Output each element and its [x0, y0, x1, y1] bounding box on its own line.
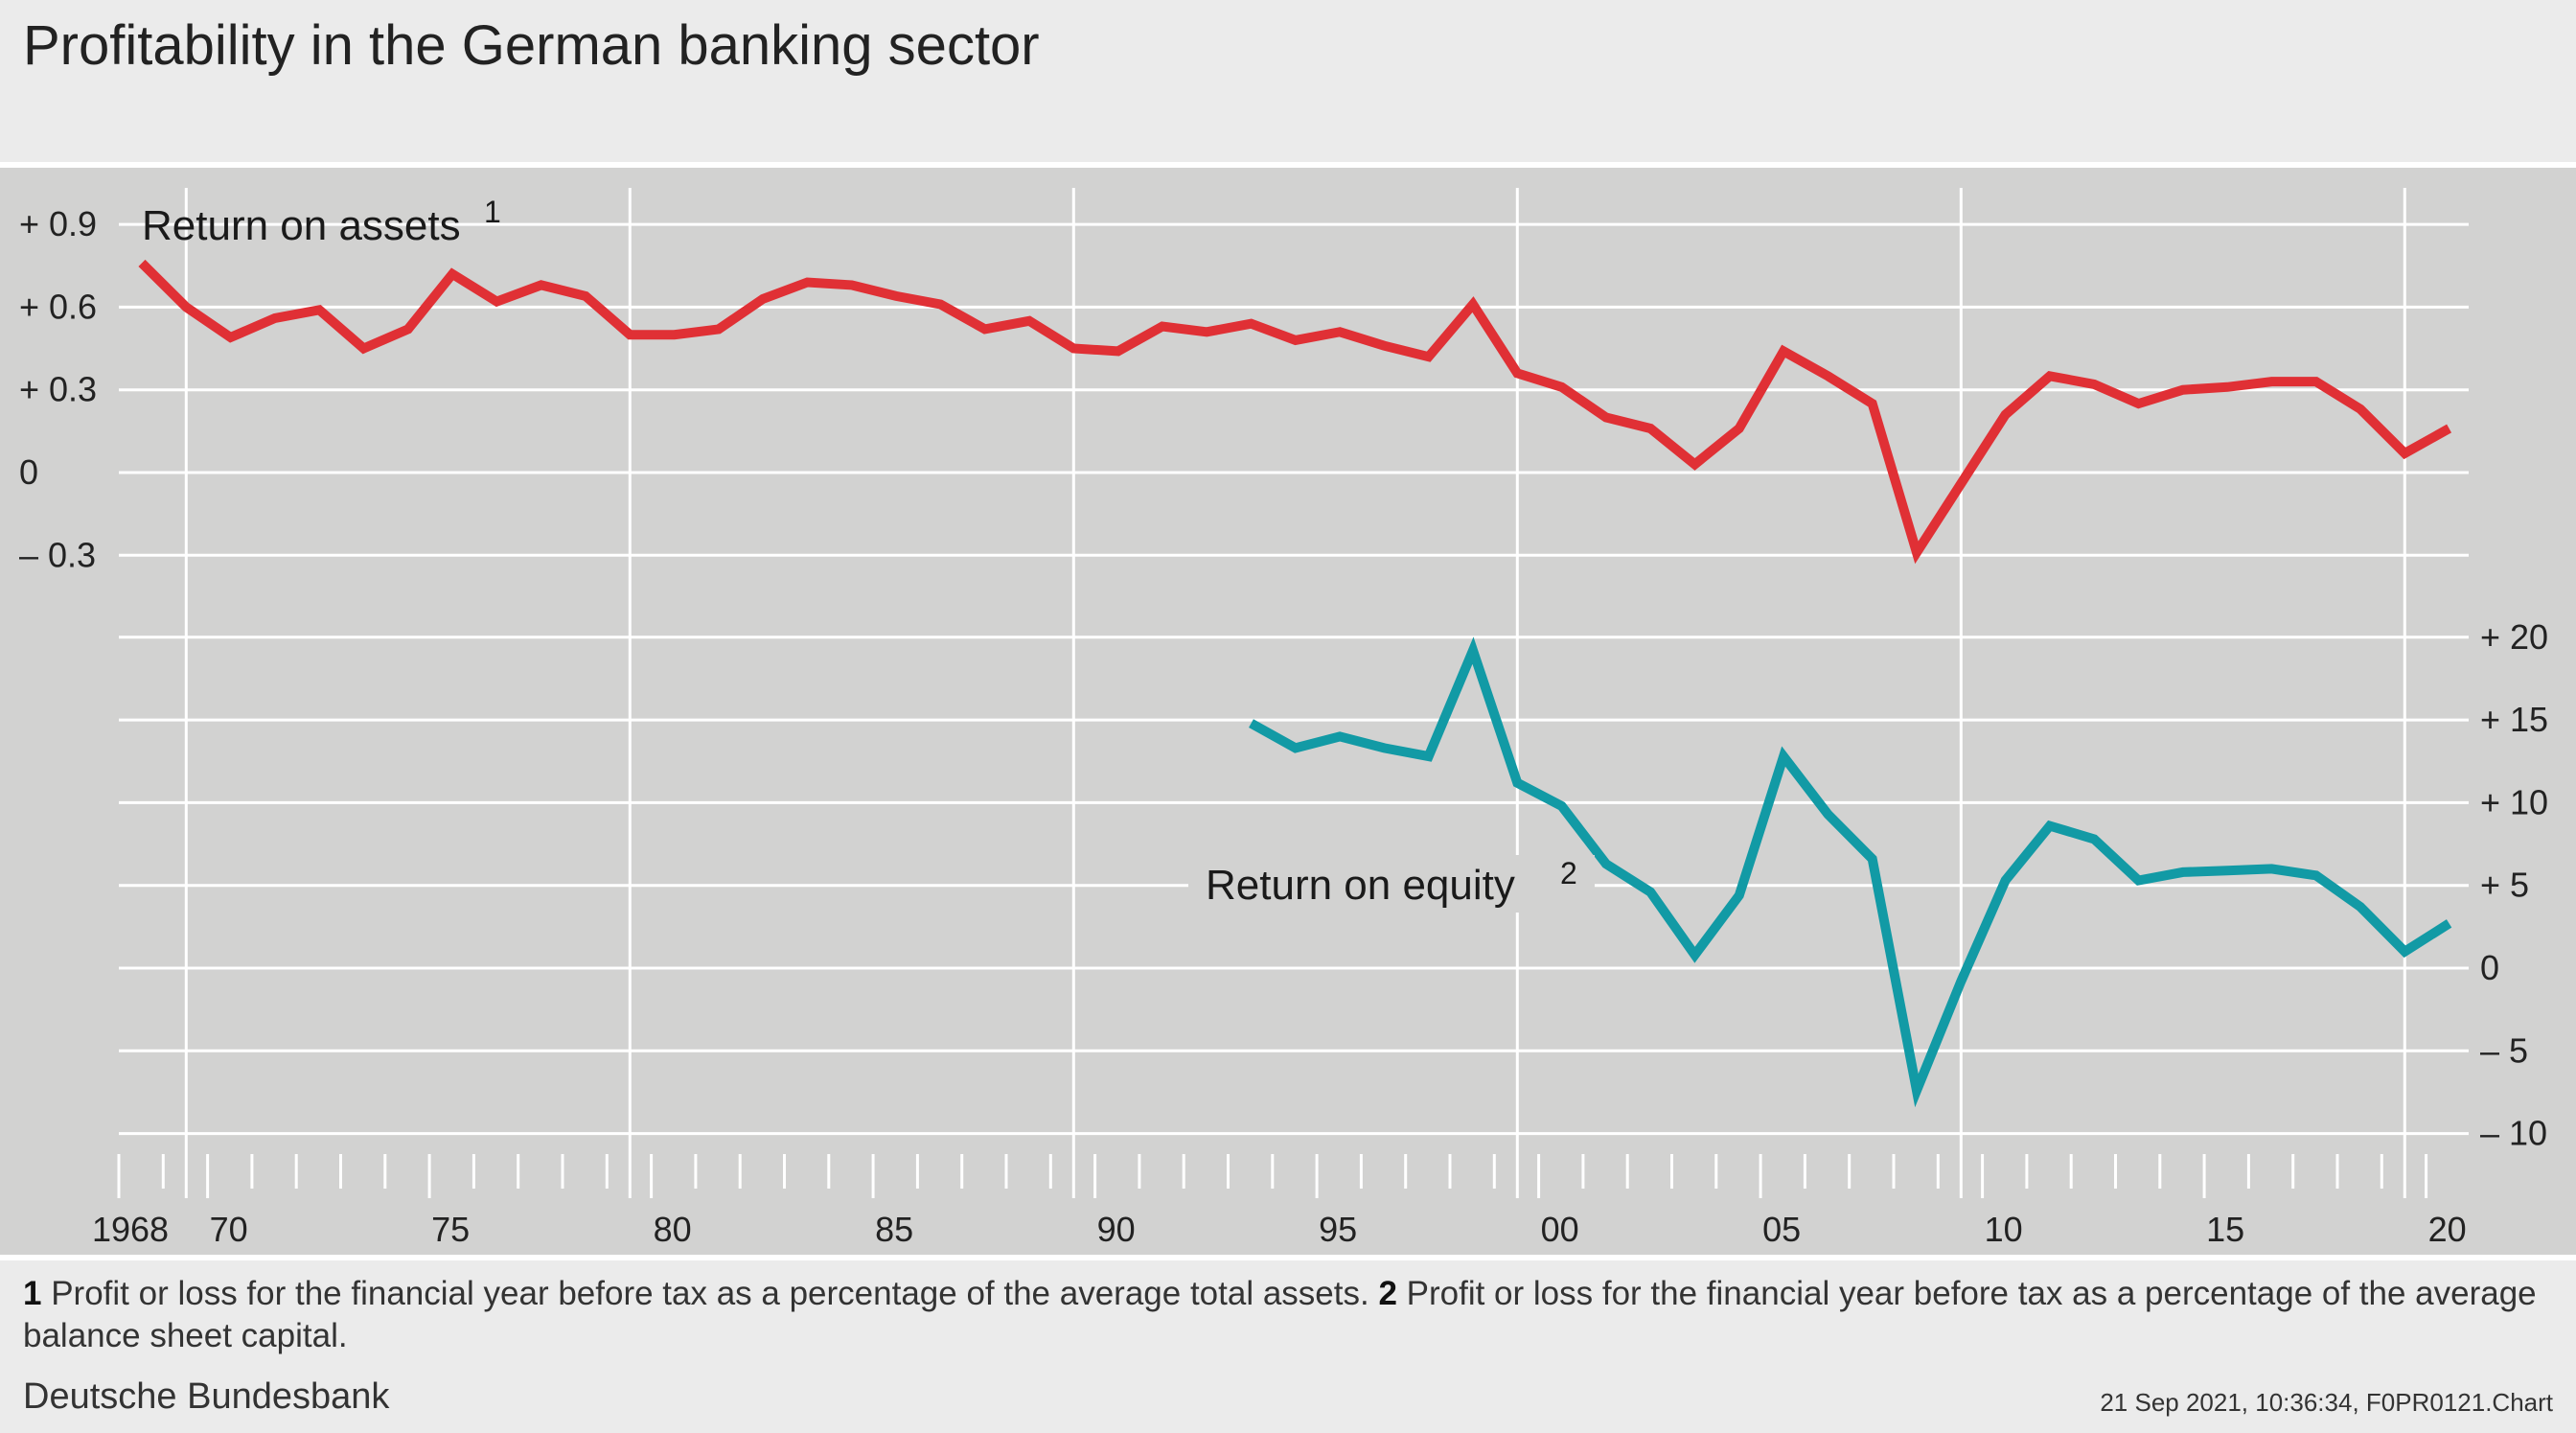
series-line-return-on-equity	[1249, 636, 2452, 1108]
series-label-return-on-assets: Return on assets	[142, 202, 461, 249]
x-axis-tick-label: 10	[1985, 1210, 2023, 1249]
footnote-2-number: 2	[1378, 1275, 1397, 1312]
series-line-return-on-assets	[138, 259, 2452, 565]
x-axis-tick-label: 15	[2206, 1210, 2244, 1249]
footnote-1-number: 1	[23, 1275, 42, 1312]
source-label: Deutsche Bundesbank	[23, 1376, 390, 1417]
x-axis-tick-label: 85	[875, 1210, 913, 1249]
series-label-return-on-equity: Return on equity	[1206, 862, 1515, 909]
right-axis-tick-label: + 20	[2480, 617, 2548, 657]
left-axis-tick-label: + 0.9	[19, 204, 97, 243]
left-axis-tick-label: + 0.3	[19, 370, 97, 409]
footnote-2-text: Profit or loss for the financial year be…	[23, 1275, 2537, 1354]
right-axis-tick-label: + 15	[2480, 700, 2548, 739]
footnotes: 1 Profit or loss for the financial year …	[23, 1273, 2553, 1357]
left-axis-tick-label: + 0.6	[19, 287, 97, 326]
x-axis-tick-label: 90	[1097, 1210, 1136, 1249]
x-axis-tick-label: 75	[431, 1210, 470, 1249]
right-axis-tick-label: – 5	[2480, 1030, 2528, 1070]
x-axis-tick-label: 20	[2428, 1210, 2467, 1249]
footnote-1-text: Profit or loss for the financial year be…	[51, 1275, 1369, 1312]
x-axis-tick-label: 80	[654, 1210, 692, 1249]
right-axis-tick-label: + 5	[2480, 866, 2529, 905]
right-axis-tick-label: – 10	[2480, 1114, 2547, 1153]
series-label-background	[1188, 855, 1595, 913]
plot-background	[0, 165, 2576, 1258]
x-axis-tick-label: 70	[210, 1210, 248, 1249]
chart-area: + 0.9 + 0.6 + 0.3 0 – 0.3 + 20 + 15 + 10 + 5 0 – 5…	[0, 162, 2576, 1260]
x-axis-tick-label: 00	[1541, 1210, 1579, 1249]
right-axis-tick-label: + 10	[2480, 782, 2548, 821]
timestamp: 21 Sep 2021, 10:36:34, F0PR0121.Chart	[2100, 1388, 2553, 1417]
chart-title: Profitability in the German banking sect…	[23, 14, 1040, 77]
right-axis-tick-label: 0	[2480, 948, 2499, 987]
left-axis-tick-label: 0	[19, 452, 38, 492]
x-axis-tick-label: 05	[1762, 1210, 1801, 1249]
series-label-return-on-equity-superscript: 2	[1560, 856, 1577, 890]
x-axis-tick-label: 1968	[92, 1210, 169, 1249]
series-label-return-on-assets-superscript: 1	[484, 195, 501, 229]
x-axis-tick-label: 95	[1319, 1210, 1357, 1249]
left-axis-tick-label: – 0.3	[19, 535, 96, 574]
